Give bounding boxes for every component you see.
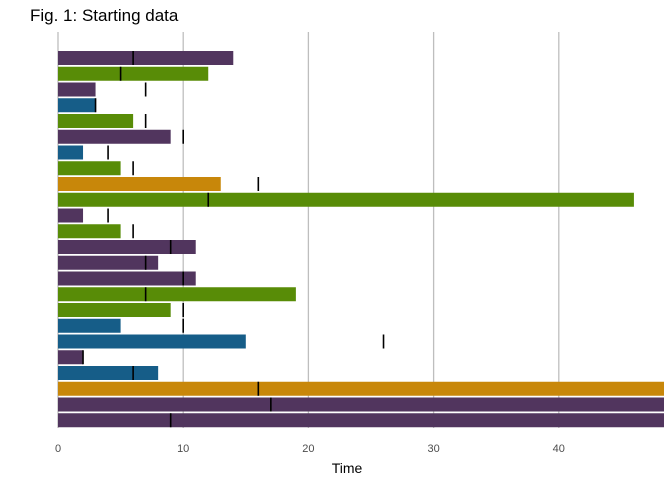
bar xyxy=(58,66,209,81)
bar xyxy=(58,161,121,176)
x-axis-ticks: 0 10 20 30 40 xyxy=(55,443,565,455)
bar xyxy=(58,145,84,160)
bar xyxy=(58,82,96,97)
bar xyxy=(58,129,171,144)
bar xyxy=(58,350,84,365)
x-tick-label: 30 xyxy=(427,443,439,455)
bar xyxy=(58,51,234,65)
bar xyxy=(58,413,664,428)
x-tick-label: 20 xyxy=(302,443,314,455)
bar xyxy=(58,318,121,333)
x-axis-title: Time xyxy=(332,460,363,476)
bar xyxy=(58,114,134,128)
bar xyxy=(58,224,121,239)
bar xyxy=(58,271,196,286)
bar xyxy=(58,366,159,380)
bar xyxy=(58,177,221,191)
bar xyxy=(58,381,664,396)
bar xyxy=(58,397,664,412)
x-tick-label: 40 xyxy=(553,443,565,455)
bar xyxy=(58,192,634,207)
bars xyxy=(58,51,664,428)
bar xyxy=(58,255,159,270)
bar xyxy=(58,287,296,302)
markers xyxy=(82,51,385,428)
bar xyxy=(58,208,84,223)
bar xyxy=(58,98,96,113)
x-tick-label: 0 xyxy=(55,443,61,455)
bar xyxy=(58,303,171,317)
chart-title: Fig. 1: Starting data xyxy=(30,6,179,25)
bar xyxy=(58,240,196,254)
x-tick-label: 10 xyxy=(177,443,189,455)
bar xyxy=(58,334,246,349)
